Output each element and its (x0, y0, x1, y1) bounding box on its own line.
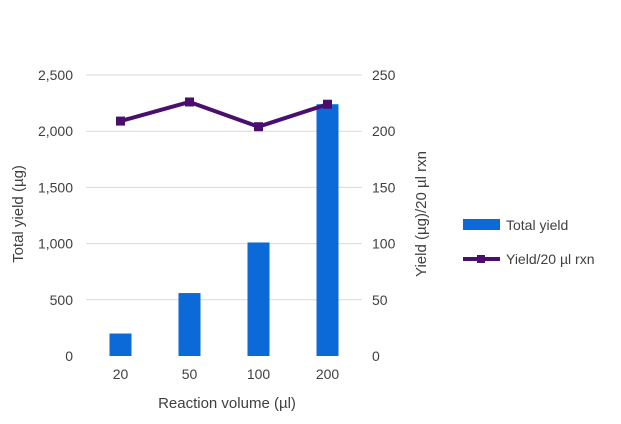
legend-marker-yield-per-rxn (477, 255, 485, 263)
bar (247, 242, 270, 356)
left-axis-tick-label: 500 (50, 292, 74, 308)
bar-series (109, 104, 339, 356)
left-axis-tick-label: 2,000 (38, 123, 73, 139)
line-series (116, 97, 332, 132)
series-line (119, 99, 329, 129)
legend-label-total-yield: Total yield (506, 217, 568, 233)
x-axis-tick-label: 50 (182, 366, 198, 382)
bar (178, 293, 201, 356)
line-point (116, 116, 125, 126)
right-axis-title: Yield (µg)/20 µl rxn (413, 151, 430, 277)
left-axis-ticks: 0 500 1,000 1,500 2,000 2,500 (38, 67, 73, 364)
right-axis-tick-label: 50 (372, 292, 388, 308)
x-axis-tick-label: 200 (316, 366, 340, 382)
line-point (323, 99, 332, 109)
right-axis-tick-label: 100 (372, 236, 396, 252)
left-axis-tick-label: 2,500 (38, 67, 73, 83)
bar (316, 104, 339, 356)
right-axis-tick-label: 150 (372, 179, 396, 195)
left-axis-tick-label: 1,500 (38, 179, 73, 195)
x-axis-tick-label: 20 (113, 366, 129, 382)
right-axis-ticks: 0 50 100 150 200 250 (372, 67, 396, 364)
legend-swatch-total-yield (463, 219, 500, 230)
bar (109, 333, 132, 356)
line-point (254, 122, 263, 132)
left-axis-tick-label: 0 (65, 348, 73, 364)
legend-label-yield-per-rxn: Yield/20 µl rxn (506, 251, 594, 267)
gridlines (86, 74, 362, 301)
right-axis-tick-label: 200 (372, 123, 396, 139)
left-axis-tick-label: 1,000 (38, 236, 73, 252)
left-axis-title: Total yield (µg) (10, 165, 27, 263)
right-axis-tick-label: 250 (372, 67, 396, 83)
line-point (185, 97, 194, 107)
legend: Total yield Yield/20 µl rxn (463, 217, 594, 267)
right-axis-tick-label: 0 (372, 348, 380, 364)
x-axis-ticks: 20 50 100 200 (113, 366, 340, 382)
x-axis-tick-label: 100 (247, 366, 271, 382)
x-axis-title: Reaction volume (µl) (158, 395, 296, 412)
